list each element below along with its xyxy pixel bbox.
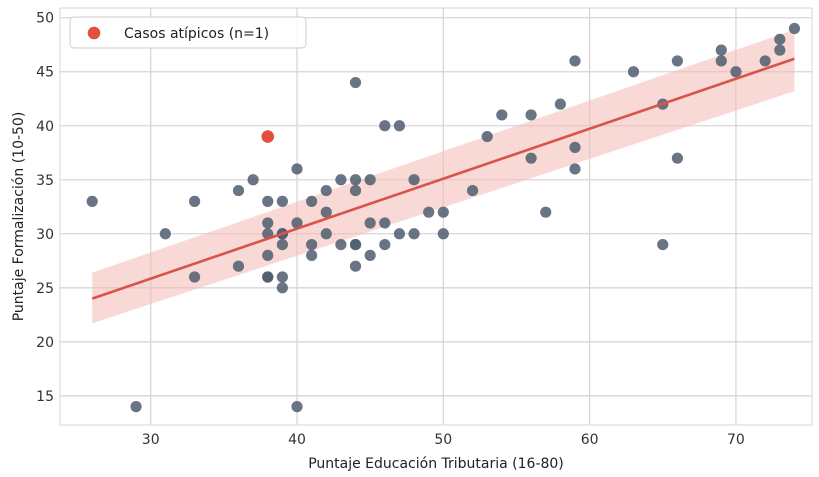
x-tick-label: 70 — [727, 432, 745, 448]
data-point — [569, 163, 581, 175]
data-point — [525, 152, 537, 164]
y-tick-label: 35 — [36, 173, 54, 189]
data-point — [671, 55, 684, 67]
data-point — [481, 130, 493, 143]
data-point — [291, 401, 303, 413]
data-point — [393, 120, 406, 132]
data-point — [408, 174, 420, 186]
data-point — [159, 228, 171, 240]
data-point — [364, 217, 376, 229]
legend: Casos atípicos (n=1) — [69, 16, 307, 49]
y-tick-label: 50 — [36, 11, 54, 27]
y-tick-label: 30 — [36, 227, 54, 243]
data-point — [554, 98, 566, 110]
data-point — [774, 44, 786, 56]
data-point — [715, 55, 727, 67]
data-point — [291, 163, 303, 175]
data-point — [130, 401, 142, 413]
data-point — [276, 282, 288, 294]
data-point — [437, 228, 449, 240]
data-point — [349, 184, 362, 197]
data-point — [730, 66, 742, 78]
data-point — [291, 217, 303, 229]
data-point — [232, 260, 245, 272]
regression-line — [91, 57, 795, 300]
data-point — [525, 109, 537, 121]
data-point — [306, 249, 318, 261]
data-point — [188, 271, 201, 283]
data-point — [276, 195, 288, 207]
x-axis-title: Puntaje Educación Tributaria (16-80) — [308, 456, 564, 472]
x-tick-label: 40 — [288, 432, 306, 448]
data-point — [569, 141, 581, 153]
data-point — [232, 184, 245, 197]
data-point — [262, 249, 274, 261]
outlier-point — [261, 130, 275, 143]
fit-line-group — [91, 57, 795, 300]
data-point — [188, 195, 201, 207]
data-point — [540, 206, 552, 218]
data-point — [276, 271, 288, 283]
data-point — [379, 238, 391, 251]
x-tick-label: 30 — [142, 432, 160, 448]
data-point — [657, 238, 669, 251]
tick-labels: 30 40 50 60 70 15 20 25 30 35 40 45 50 — [36, 11, 745, 448]
data-point — [423, 206, 435, 218]
legend-marker — [87, 26, 101, 40]
data-point — [437, 206, 449, 218]
data-point — [496, 109, 508, 121]
data-point — [379, 120, 391, 132]
data-point — [349, 238, 362, 251]
legend-box — [69, 16, 307, 49]
data-point — [276, 238, 288, 251]
data-point — [86, 195, 98, 207]
data-point — [306, 238, 318, 251]
axis-titles: Puntaje Educación Tributaria (16-80) Punt… — [11, 112, 564, 472]
data-point — [349, 260, 362, 272]
x-tick-label: 60 — [581, 432, 599, 448]
data-point — [759, 55, 771, 67]
y-tick-label: 40 — [36, 119, 54, 135]
outlier-points — [261, 130, 275, 143]
data-point — [393, 228, 406, 240]
data-point — [262, 195, 274, 207]
y-tick-label: 25 — [36, 281, 54, 297]
data-point — [788, 22, 801, 35]
data-point — [774, 33, 786, 45]
x-tick-label: 50 — [434, 432, 452, 448]
data-point — [349, 174, 362, 186]
data-points — [86, 22, 801, 413]
data-point — [715, 44, 727, 56]
data-point — [671, 152, 684, 164]
data-point — [335, 238, 347, 251]
data-point — [466, 184, 479, 197]
data-point — [306, 195, 318, 207]
y-axis-title: Puntaje Formalización (10-50) — [11, 112, 27, 322]
legend-label: Casos atípicos (n=1) — [124, 26, 269, 42]
y-tick-label: 20 — [36, 335, 54, 351]
y-tick-label: 15 — [36, 389, 54, 405]
data-point — [320, 206, 332, 218]
data-point — [364, 174, 376, 186]
data-point — [364, 249, 376, 261]
data-point — [349, 76, 362, 89]
data-point — [408, 228, 420, 240]
data-point — [379, 217, 391, 229]
data-point — [627, 66, 640, 78]
data-point — [335, 174, 347, 186]
data-point — [262, 217, 274, 229]
data-point — [320, 228, 332, 240]
data-point — [320, 184, 332, 197]
plot-frame — [59, 7, 813, 426]
data-point — [569, 55, 581, 67]
data-point — [262, 271, 274, 283]
data-point — [247, 174, 259, 186]
y-tick-label: 45 — [36, 65, 54, 81]
